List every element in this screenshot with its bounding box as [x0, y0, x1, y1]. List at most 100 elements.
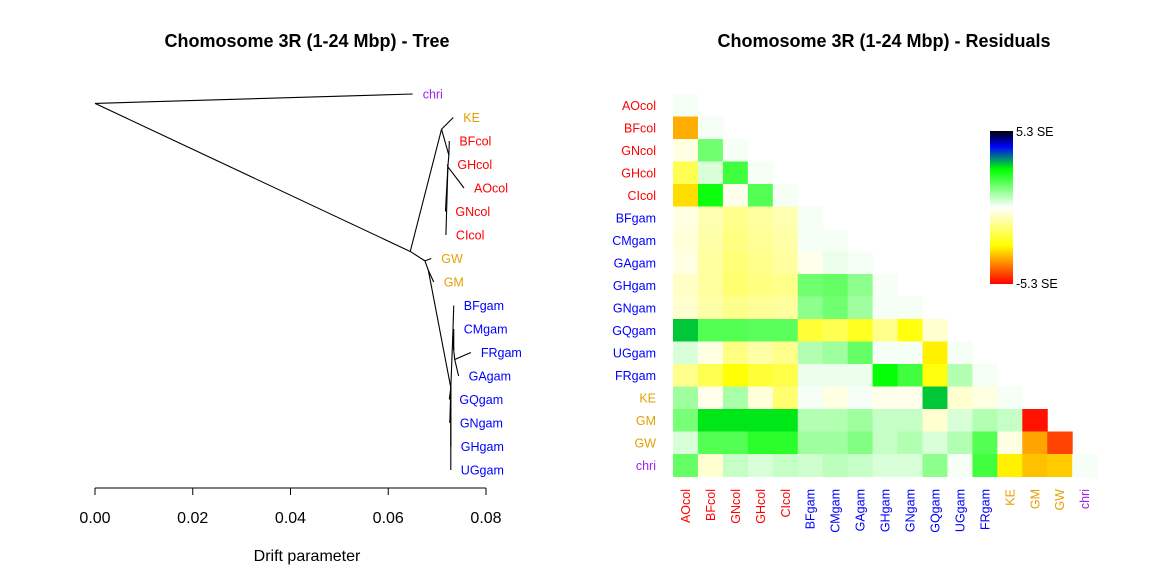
heatmap-cell: [747, 184, 774, 207]
heatmap-column-label: BFcol: [704, 489, 718, 521]
heatmap-cell: [797, 274, 824, 297]
tree-title: Chomosome 3R (1-24 Mbp) - Tree: [164, 31, 449, 51]
heatmap-cell: [922, 319, 948, 342]
heatmap-cell: [747, 274, 774, 297]
heatmap-cell: [722, 251, 749, 275]
heatmap-cell: [697, 386, 724, 410]
heatmap-column-label: FRgam: [978, 489, 992, 530]
heatmap-row-label: UGgam: [613, 346, 656, 360]
x-axis-label: Drift parameter: [254, 548, 361, 565]
heatmap-cell: [922, 454, 948, 477]
heatmap-cell: [722, 409, 749, 432]
heatmap-cell: [673, 409, 699, 432]
heatmap-cell: [772, 386, 799, 410]
heatmap-cell: [722, 454, 749, 477]
heatmap-cell: [722, 364, 749, 387]
heatmap-cell: [747, 341, 774, 365]
colorbar-max-label: 5.3 SE: [1016, 125, 1054, 139]
heatmap-row-label: FRgam: [615, 369, 656, 383]
tree-branch: [452, 305, 455, 337]
heatmap-column-label: CIcol: [779, 489, 793, 517]
heatmap-cell: [997, 409, 1023, 432]
tree-branch: [441, 117, 454, 130]
heatmap-cell: [922, 431, 948, 455]
heatmap-cell: [797, 296, 824, 320]
heatmap-cell: [1022, 431, 1048, 455]
tree-leaf-label: GHcol: [457, 158, 492, 172]
heatmap-cell: [922, 386, 948, 410]
heatmap-cell: [847, 274, 874, 297]
tree-branch: [445, 166, 449, 236]
heatmap-cell: [822, 409, 849, 432]
heatmap-cell: [697, 184, 724, 207]
heatmap-cell: [822, 251, 849, 275]
heatmap-cell: [673, 229, 699, 252]
heatmap-cell: [797, 364, 824, 387]
heatmap-cell: [947, 341, 973, 365]
heatmap-cell: [872, 409, 899, 432]
tree-branch: [440, 129, 450, 156]
heatmap-cell: [972, 431, 998, 455]
heatmap-cell: [673, 251, 699, 275]
heatmap-row-label: CIcol: [628, 189, 656, 203]
heatmap-cell: [747, 409, 774, 432]
heatmap-cell: [747, 229, 774, 252]
heatmap-column-label: CMgam: [829, 489, 843, 533]
heatmap-cell: [822, 341, 849, 365]
heatmap-cell: [747, 296, 774, 320]
heatmap-cell: [822, 319, 849, 342]
heatmap-row-label: GHcol: [621, 166, 656, 180]
heatmap-cell: [673, 116, 699, 140]
heatmap-cell: [697, 274, 724, 297]
heatmap-cell: [722, 184, 749, 207]
tree-leaf-label: BFgam: [464, 299, 504, 313]
heatmap-cell: [872, 386, 899, 410]
tree-leaf-label: AOcol: [474, 182, 508, 196]
tree-leaf-label: CMgam: [464, 323, 508, 337]
x-tick-label: 0.04: [275, 510, 306, 527]
heatmap-row-label: GQgam: [612, 324, 656, 338]
heatmap-row-labels: AOcol BFcol GNcol GHcol CIcol BFgam CMgam GAgam…: [612, 99, 656, 473]
heatmap-cell: [872, 364, 899, 387]
heatmap-column-label: UGgam: [953, 489, 967, 532]
heatmap-row-label: AOcol: [622, 99, 656, 113]
heatmap-column-label: GHgam: [879, 489, 893, 532]
tree-leaf-label: GW: [441, 252, 463, 266]
heatmap-cell: [822, 386, 849, 410]
heatmap-column-label: AOcol: [679, 489, 693, 523]
heatmap-cell: [722, 386, 749, 410]
heatmap-cell: [897, 409, 923, 432]
heatmap-cell: [697, 319, 724, 342]
heatmap-cell: [797, 409, 824, 432]
heatmap-row-label: GNcol: [621, 144, 656, 158]
heatmap-cell: [697, 116, 724, 140]
heatmap-row-label: GAgam: [614, 256, 656, 270]
heatmap-cell: [847, 364, 874, 387]
heatmap-cell: [673, 139, 699, 162]
heatmap-cell: [673, 364, 699, 387]
heatmap-cell: [722, 139, 749, 162]
heatmap-cell: [972, 409, 998, 432]
heatmap-row-label: KE: [639, 391, 656, 405]
tree-branch: [453, 350, 456, 360]
heatmap-cell: [722, 296, 749, 320]
heatmap-cell: [1047, 431, 1073, 455]
heatmap-cell: [1072, 454, 1098, 477]
tree-leaf-label: GQgam: [459, 393, 503, 407]
heatmap-cell: [747, 161, 774, 185]
heatmap-cell: [673, 431, 699, 455]
heatmap-cell: [697, 206, 724, 230]
tree-branch: [447, 166, 465, 189]
heatmap-cell: [897, 319, 923, 342]
tree-branch: [424, 257, 432, 262]
heatmap-cell: [697, 341, 724, 365]
heatmap-cell: [797, 251, 824, 275]
heatmap-cell: [797, 454, 824, 477]
heatmap-cell: [747, 364, 774, 387]
heatmap-cell: [822, 454, 849, 477]
heatmap-cell: [772, 184, 799, 207]
heatmap-cell: [772, 206, 799, 230]
heatmap-cell: [847, 454, 874, 477]
heatmap-cell: [972, 454, 998, 477]
heatmap-cell: [872, 341, 899, 365]
